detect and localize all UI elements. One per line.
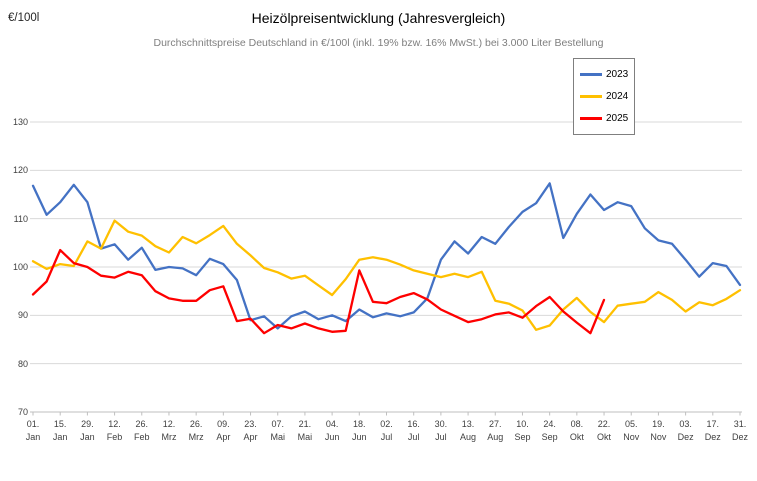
x-axis-label: 22. Okt xyxy=(597,419,612,442)
y-axis-label: 80 xyxy=(17,358,28,369)
x-axis-label: 27. Aug xyxy=(487,419,504,442)
legend-label: 2025 xyxy=(606,113,629,125)
y-axis-label: 90 xyxy=(17,310,28,321)
x-axis-label: 02. Jul xyxy=(380,419,393,442)
x-axis-label: 01. Jan xyxy=(25,419,41,442)
x-axis-label: 05. Nov xyxy=(623,419,640,442)
chart-subtitle: Durchschnittspreise Deutschland in €/100… xyxy=(153,37,604,49)
x-axis-label: 12. Mrz xyxy=(161,419,177,442)
legend-line-swatch xyxy=(580,94,602,98)
x-axis-label: 23. Apr xyxy=(243,419,258,442)
legend-label: 2024 xyxy=(606,90,629,102)
x-axis-label: 12. Feb xyxy=(106,419,123,442)
y-axis-label: 120 xyxy=(12,165,28,176)
x-axis-label: 09. Apr xyxy=(216,419,231,442)
legend-entry-2025: 2025 xyxy=(580,113,628,124)
y-axis-unit-label: €/100l xyxy=(8,12,40,24)
x-axis-label: 31. Dez xyxy=(731,419,748,442)
y-axis-label: 70 xyxy=(17,406,28,417)
x-axis-label: 29. Jan xyxy=(80,419,95,442)
x-axis-label: 21. Mai xyxy=(297,419,313,442)
y-axis-label: 110 xyxy=(13,213,28,224)
x-axis-label: 24. Sep xyxy=(541,419,558,442)
series-line-2024 xyxy=(31,219,742,331)
x-axis-label: 04. Jun xyxy=(324,419,340,442)
x-axis-label: 03. Dez xyxy=(677,419,694,442)
legend-line-swatch xyxy=(580,72,602,76)
x-axis-label: 18. Jun xyxy=(352,419,367,442)
x-axis-label: 10. Sep xyxy=(514,419,531,442)
series-line-2025 xyxy=(31,248,606,335)
x-axis-label: 15. Jan xyxy=(52,419,68,442)
legend: 2023 2024 2025 xyxy=(573,58,635,135)
x-axis-label: 26. Feb xyxy=(134,419,150,442)
x-axis-label: 30. Jul xyxy=(434,419,448,442)
x-axis-label: 17. Dez xyxy=(704,419,721,442)
y-axis-label: 130 xyxy=(12,117,28,127)
legend-entry-2024: 2024 xyxy=(580,91,628,102)
x-axis-label: 26. Mrz xyxy=(188,419,204,442)
legend-label: 2023 xyxy=(606,68,629,80)
x-axis-label: 13. Aug xyxy=(460,419,477,442)
series-line-2023 xyxy=(31,182,742,330)
chart-title: Heizölpreisentwicklung (Jahresvergleich) xyxy=(251,10,506,26)
x-axis-label: 19. Nov xyxy=(650,419,667,442)
x-axis-label: 08. Okt xyxy=(569,419,584,442)
x-axis-label: 16. Jul xyxy=(407,419,420,442)
legend-entry-2023: 2023 xyxy=(580,69,628,80)
legend-line-swatch xyxy=(580,117,602,121)
y-axis-label: 100 xyxy=(12,261,28,272)
x-axis-label: 07. Mai xyxy=(270,419,285,442)
